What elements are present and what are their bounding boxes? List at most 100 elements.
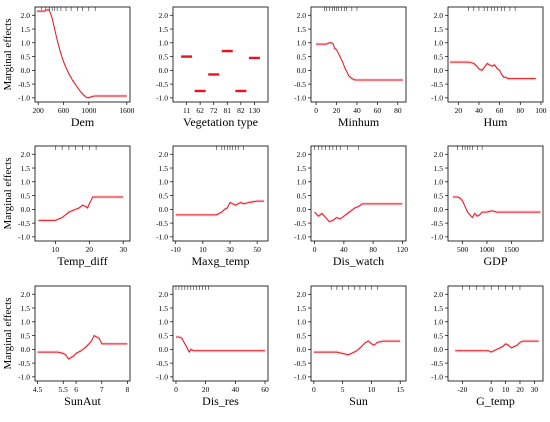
- confidence-band: [175, 199, 264, 217]
- y-tick-label: 2.0: [297, 290, 307, 299]
- x-tick-label: 100: [535, 106, 547, 115]
- x-axis-label: Dem: [71, 115, 95, 129]
- x-tick-label: 40: [475, 106, 483, 115]
- x-axis-label: Maxg_temp: [192, 254, 250, 268]
- y-tick-label: 0.5: [297, 331, 307, 340]
- panel-frame: [172, 6, 269, 103]
- effect-line: [450, 61, 536, 80]
- confidence-band: [36, 8, 127, 100]
- x-axis-label: Dis_res: [202, 394, 239, 408]
- y-tick-label: -1.0: [18, 94, 30, 103]
- y-tick-label: 2.0: [21, 290, 31, 299]
- x-tick-label: -20: [457, 385, 467, 394]
- effect-line: [175, 336, 266, 354]
- panel-frame: [447, 6, 544, 103]
- y-tick-label: 0.0: [21, 345, 31, 354]
- y-tick-label: -1.0: [294, 373, 306, 382]
- confidence-band: [313, 339, 401, 357]
- y-tick-label: 2.0: [434, 290, 444, 299]
- x-tick-label: 1600: [119, 106, 134, 115]
- effect-line: [38, 196, 124, 221]
- y-tick-label: 1.5: [297, 25, 307, 34]
- y-tick-label: 2.0: [434, 11, 444, 20]
- panel-frame: [172, 145, 269, 242]
- y-tick-label: -0.5: [18, 359, 30, 368]
- x-axis-label: Minhum: [338, 115, 380, 129]
- x-tick-label: 10: [368, 385, 376, 394]
- panel-dis-res: -1.0 -0.5 0.0 0.5 1.0 1.5 2.0 0 20 40 60 Dis_res: [156, 285, 269, 408]
- x-tick-label: 60: [261, 385, 269, 394]
- x-tick-label: 200: [33, 106, 45, 115]
- x-tick-label: 10: [502, 385, 510, 394]
- y-tick-label: -0.5: [18, 80, 30, 89]
- y-tick-label: 0.0: [297, 66, 307, 75]
- y-tick-label: 0.5: [159, 191, 169, 200]
- panel-frame: [172, 285, 269, 382]
- x-tick-label: 600: [58, 106, 70, 115]
- x-tick-label: 10: [52, 245, 60, 254]
- y-tick-label: -0.5: [294, 359, 306, 368]
- y-tick-label: -1.0: [431, 94, 443, 103]
- y-tick-label: 0.5: [21, 191, 31, 200]
- y-tick-label: 1.0: [434, 39, 444, 48]
- y-tick-label: -1.0: [294, 94, 306, 103]
- x-tick-label: 20: [333, 106, 341, 115]
- y-tick-label: 1.5: [159, 25, 169, 34]
- y-tick-label: 1.0: [159, 178, 169, 187]
- y-tick-label: 0.0: [434, 205, 444, 214]
- y-tick-label: 1.0: [159, 318, 169, 327]
- y-tick-label: 1.5: [297, 164, 307, 173]
- y-axis-label: Marginal effects: [2, 158, 14, 230]
- y-tick-label: 1.5: [159, 304, 169, 313]
- effect-line: [452, 196, 541, 219]
- x-tick-label: 20: [516, 385, 524, 394]
- y-tick-label: 1.0: [21, 178, 31, 187]
- y-tick-label: -1.0: [431, 373, 443, 382]
- effect-line: [37, 334, 128, 360]
- y-tick-label: 1.5: [21, 25, 31, 34]
- y-tick-label: 0.5: [21, 331, 31, 340]
- panel-frame: [34, 6, 131, 103]
- x-tick-label: 81: [224, 106, 232, 115]
- panel-temp-diff: -1.0 -0.5 0.0 0.5 1.0 1.5 2.0 10 20 30 Temp_diff Ma…: [2, 145, 131, 268]
- x-tick-label: 20: [86, 245, 94, 254]
- y-tick-label: -0.5: [18, 219, 30, 228]
- y-tick-label: 0.5: [297, 191, 307, 200]
- y-tick-label: 1.0: [21, 39, 31, 48]
- y-tick-label: 2.0: [297, 11, 307, 20]
- y-tick-label: 1.0: [21, 318, 31, 327]
- x-tick-label: 20: [455, 106, 463, 115]
- y-tick-label: 0.5: [159, 52, 169, 61]
- x-tick-label: 10: [199, 245, 207, 254]
- x-tick-label: 50: [253, 245, 261, 254]
- x-tick-label: 11: [183, 106, 190, 115]
- y-tick-label: 1.0: [297, 318, 307, 327]
- panel-minhum: -1.0 -0.5 0.0 0.5 1.0 1.5 2.0 0 20 40 60 80 Minhum: [294, 6, 407, 129]
- panel-frame: [34, 145, 131, 242]
- panel-sun: -1.0 -0.5 0.0 0.5 1.0 1.5 2.0 0 5 10 15 Sun: [294, 285, 407, 408]
- panel-frame: [310, 145, 407, 242]
- x-axis-label: Dis_watch: [333, 254, 384, 268]
- panel-frame: [447, 145, 544, 242]
- panel-frame: [447, 285, 544, 382]
- y-tick-label: 2.0: [159, 11, 169, 20]
- x-tick-label: 500: [457, 245, 469, 254]
- x-tick-label: 4.5: [33, 385, 43, 394]
- panel-g-temp: -1.0 -0.5 0.0 0.5 1.0 1.5 2.0 -20 0 10 20 30 G_temp: [431, 285, 544, 408]
- y-tick-label: -0.5: [294, 80, 306, 89]
- x-tick-label: 80: [394, 106, 402, 115]
- confidence-band: [37, 333, 128, 361]
- panel-vegetation-type: -1.0 -0.5 0.0 0.5 1.0 1.5 2.0 11 62 72 81 82 130Vege…: [156, 6, 269, 129]
- x-axis-label: Sun: [349, 394, 368, 408]
- x-tick-label: 1000: [81, 106, 96, 115]
- y-tick-label: 1.5: [159, 164, 169, 173]
- y-tick-label: 2.0: [21, 11, 31, 20]
- effect-line: [36, 9, 127, 99]
- y-tick-label: -1.0: [156, 373, 168, 382]
- y-tick-label: 1.5: [434, 25, 444, 34]
- confidence-band: [175, 335, 266, 354]
- y-tick-label: -0.5: [431, 80, 443, 89]
- y-tick-label: 2.0: [434, 150, 444, 159]
- x-tick-label: -10: [171, 245, 181, 254]
- y-tick-label: -1.0: [431, 233, 443, 242]
